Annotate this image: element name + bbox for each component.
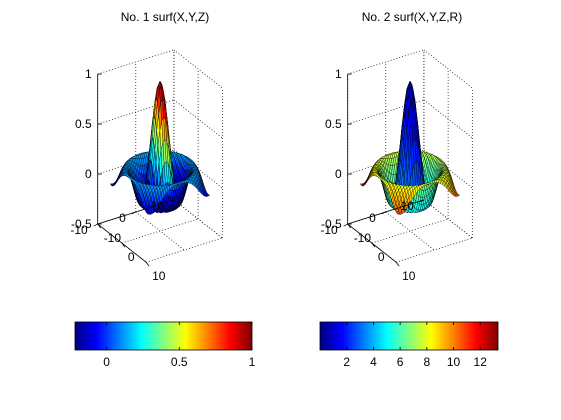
y-tick [169,199,175,203]
plot-2-z-axis: -0.5 0 0.5 1 [321,67,352,231]
plot-1-z-axis: -0.5 0 0.5 1 [71,67,102,231]
grid-line [423,49,473,89]
y-tick [131,211,136,215]
plot-2-colorbar: 2 4 6 8 10 12 [319,321,499,369]
x-tick [395,261,400,267]
plot-1-y-axis: -10 0 10 [70,199,175,237]
colorbar-gradient [74,321,253,351]
grid-line [145,237,223,263]
plot-2-x-axis: -10 0 10 [347,223,416,283]
x-tick-label: -10 [104,231,122,245]
x-tick [145,261,150,267]
grid-line [173,49,223,89]
colorbar-tick-label: 6 [397,355,404,369]
colorbar-tick-label: 1 [249,355,256,369]
x-tick [97,223,102,229]
plot-1-axes: -0.5 0 0.5 1 -10 0 10 -10 0 10 [70,49,223,283]
x-tick [121,242,126,248]
plot-2-surface [360,80,460,215]
grid-line [347,49,425,75]
y-tick [381,211,386,215]
grid-line [423,99,473,139]
x-tick-label: 10 [402,269,416,283]
surface-patch [397,212,401,215]
x-tick-label: 10 [152,269,166,283]
colorbar-tick-label: 2 [343,355,350,369]
plot-2-axes: -0.5 0 0.5 1 -10 0 10 -10 0 10 [320,49,473,283]
grid-line [135,211,185,251]
colorbar-tick-label: 0 [103,355,110,369]
z-tick-label: 0.5 [325,117,342,131]
x-tick [371,242,376,248]
plot-2-title: No. 2 surf(X,Y,Z,R) [362,10,462,24]
surface-patch [147,212,151,215]
colorbar-gradient [319,321,499,351]
plot-1-colorbar: 0 0.5 1 [74,321,256,369]
y-tick [93,223,98,227]
plot-1-surface [110,80,210,215]
y-tick [419,199,425,203]
grid-line [173,199,223,239]
x-tick-label: 0 [378,250,385,264]
z-tick-label: -0.5 [321,217,342,231]
y-tick [343,223,348,227]
grid-line [97,49,175,75]
x-tick-label: -10 [354,231,372,245]
colorbar-tick-label: 0.5 [171,355,188,369]
grid-line [385,211,435,251]
colorbar-tick-label: 12 [474,355,488,369]
z-tick-label: 1 [335,67,342,81]
colorbar-tick-label: 10 [447,355,461,369]
grid-line [173,99,223,139]
z-tick-label: 0.5 [75,117,92,131]
x-tick [347,223,352,229]
z-tick-label: 1 [85,67,92,81]
grid-line [395,237,473,263]
colorbar-tick-label: 8 [423,355,430,369]
plot-1-x-axis: -10 0 10 [97,223,166,283]
y-tick-label: 10 [151,199,165,213]
z-tick-label: -0.5 [71,217,92,231]
plot-1-title: No. 1 surf(X,Y,Z) [121,10,209,24]
y-tick-label: 0 [119,211,126,225]
plot-2-y-axis: -10 0 10 [320,199,425,237]
z-tick-label: 0 [85,167,92,181]
y-tick-label: 0 [369,211,376,225]
surface-plot-2: No. 2 surf(X,Y,Z,R) -0.5 0 0.5 1 -10 0 10 -10 0 1… [319,10,499,369]
grid-line [423,199,473,239]
surface-plot-1: No. 1 surf(X,Y,Z) -0.500.51-10010-10010 … [70,10,255,369]
x-tick-label: 0 [128,250,135,264]
y-tick-label: 10 [401,199,415,213]
y-tick-label: -10 [320,223,338,237]
colorbar-tick-label: 4 [370,355,377,369]
y-tick-label: -10 [70,223,88,237]
z-tick-label: 0 [335,167,342,181]
